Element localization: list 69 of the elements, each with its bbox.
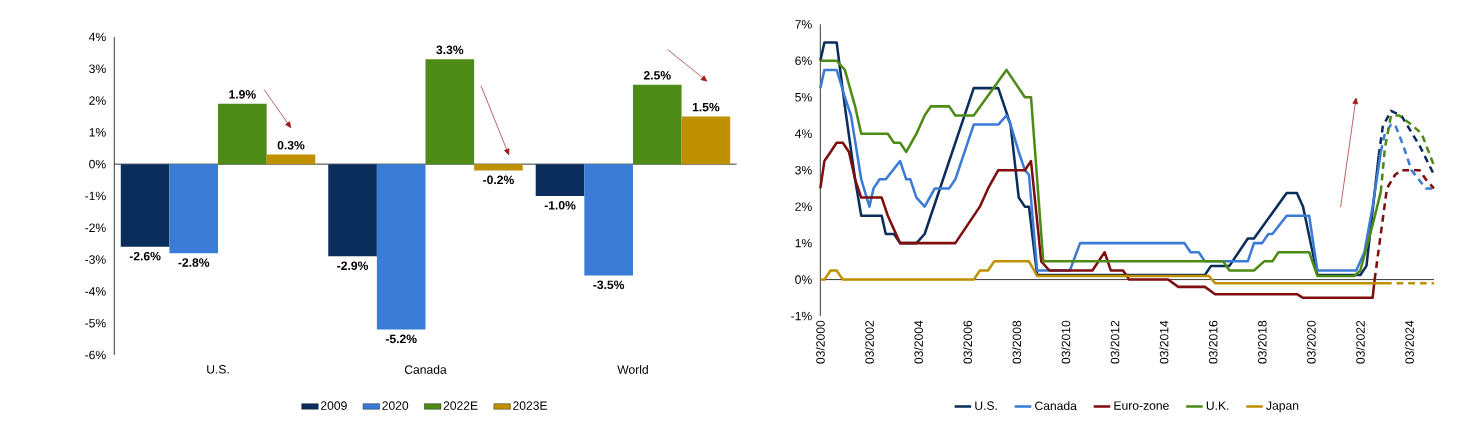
- bar: [535, 164, 585, 196]
- y-tick-label: 0%: [795, 275, 812, 284]
- x-tick-label: 03/2004: [914, 320, 923, 364]
- bar: [425, 59, 475, 165]
- legend-label: 2023E: [513, 401, 548, 410]
- y-tick-label: -5%: [85, 318, 106, 328]
- y-tick-label: 1%: [89, 128, 106, 137]
- legend-label: U.K.: [1206, 401, 1229, 410]
- bar: [169, 164, 219, 254]
- x-tick-label: 03/2002: [864, 320, 874, 364]
- x-tick-label: 03/2016: [1208, 320, 1218, 364]
- y-tick-label: 3%: [795, 165, 812, 175]
- x-tick-label: 03/2024: [1404, 320, 1414, 364]
- data-label: -2.9%: [337, 261, 369, 271]
- x-tick-label: Canada: [404, 365, 447, 374]
- x-tick-label: 03/2000: [815, 320, 825, 364]
- bar: [218, 103, 267, 165]
- legend-label: Euro-zone: [1114, 401, 1169, 410]
- legend-label: Canada: [1035, 401, 1077, 411]
- data-label: 1.5%: [692, 102, 720, 112]
- legend-label: 2022E: [443, 401, 478, 410]
- bar: [120, 164, 170, 247]
- x-tick-label: 03/2020: [1306, 320, 1316, 364]
- data-label: 1.9%: [229, 90, 256, 99]
- x-tick-label: 03/2014: [1159, 320, 1169, 364]
- data-label: 3.3%: [436, 45, 464, 55]
- data-label: 2.5%: [643, 71, 671, 80]
- data-label: -2.6%: [129, 251, 161, 261]
- data-label: -2.8%: [178, 258, 210, 267]
- data-label: -3.5%: [593, 280, 625, 290]
- legend-label: U.S.: [975, 401, 997, 410]
- y-tick-label: -6%: [85, 350, 106, 360]
- bar: [266, 154, 316, 165]
- data-label: -5.2%: [385, 334, 417, 344]
- x-tick-label: 03/2012: [1110, 320, 1120, 364]
- y-tick-label: 4%: [794, 129, 812, 138]
- x-tick-label: 03/2008: [1012, 320, 1022, 364]
- data-label: -1.0%: [544, 201, 576, 210]
- y-tick-label: -3%: [85, 255, 106, 264]
- y-tick-label: 4%: [88, 32, 106, 42]
- x-tick-label: 03/2022: [1355, 320, 1365, 364]
- x-tick-label: U.S.: [207, 365, 229, 374]
- data-label: -0.2%: [483, 175, 514, 185]
- y-tick-label: 3%: [89, 64, 106, 74]
- y-tick-label: -1%: [85, 191, 106, 201]
- y-tick-label: 5%: [795, 92, 812, 102]
- legend-label: 2009: [320, 401, 347, 410]
- legend-label: Japan: [1266, 401, 1299, 413]
- x-tick-label: 03/2006: [963, 320, 973, 364]
- y-tick-label: 2%: [795, 202, 812, 211]
- data-label: 0.3%: [277, 140, 305, 150]
- bar: [584, 164, 633, 276]
- y-tick-label: -2%: [85, 223, 106, 233]
- bar: [376, 164, 426, 330]
- y-tick-label: 6%: [795, 56, 812, 66]
- y-tick-label: 0%: [89, 159, 106, 169]
- y-tick-label: 7%: [795, 20, 812, 29]
- y-tick-label: 1%: [795, 238, 812, 248]
- x-tick-label: World: [617, 365, 648, 374]
- bar: [632, 84, 682, 165]
- bar: [681, 116, 731, 165]
- bar: [328, 164, 377, 257]
- legend-label: 2020: [382, 401, 409, 410]
- y-tick-label: -1%: [791, 311, 812, 321]
- bar: [474, 164, 523, 171]
- y-tick-label: -4%: [85, 287, 106, 296]
- x-tick-label: 03/2010: [1061, 320, 1071, 364]
- y-tick-label: 2%: [89, 96, 106, 105]
- x-tick-label: 03/2018: [1257, 320, 1267, 364]
